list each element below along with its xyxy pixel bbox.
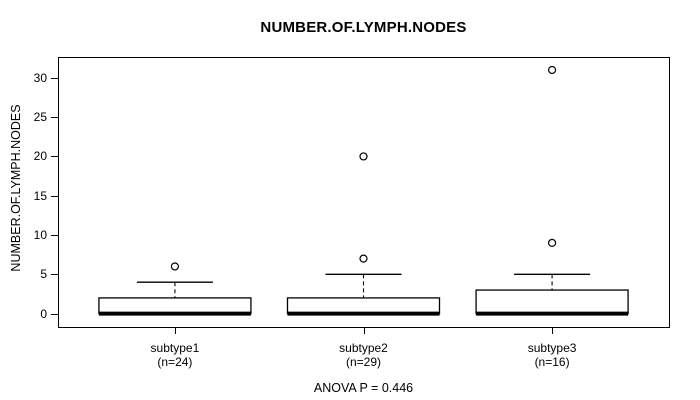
- x-axis-group-label: subtype1 (n=24): [100, 341, 250, 369]
- y-tick-label: 25: [33, 110, 47, 125]
- x-axis-group-label: subtype2 (n=29): [289, 341, 439, 369]
- y-tick-label: 20: [33, 149, 47, 164]
- group-name: subtype2: [339, 341, 388, 355]
- y-tick-label: 10: [33, 228, 47, 243]
- outlier-point-subtype3: [547, 238, 557, 247]
- outlier-point-subtype2: [359, 254, 368, 263]
- outlier-point-subtype2: [359, 152, 368, 161]
- y-tick-label: 30: [33, 70, 47, 85]
- outlier-point-subtype3: [547, 65, 557, 75]
- anova-annotation: ANOVA P = 0.446: [313, 381, 414, 395]
- group-name: subtype1: [150, 341, 200, 355]
- group-n: (n=24): [157, 354, 193, 369]
- box-subtype3: [475, 289, 629, 315]
- y-tick-label: 15: [33, 188, 47, 203]
- chart-title: NUMBER.OF.LYMPH.NODES: [260, 19, 467, 36]
- x-axis-group-label: subtype3 (n=16): [477, 341, 627, 369]
- group-n: (n=16): [534, 354, 570, 369]
- y-tick-label: 0: [40, 306, 47, 321]
- box-subtype1: [98, 297, 252, 315]
- group-n: (n=29): [345, 354, 382, 369]
- box-subtype2: [286, 297, 441, 315]
- group-name: subtype3: [527, 341, 577, 355]
- outlier-point-subtype1: [170, 262, 180, 271]
- y-tick-label: 5: [40, 267, 47, 282]
- plot-border: [58, 57, 670, 328]
